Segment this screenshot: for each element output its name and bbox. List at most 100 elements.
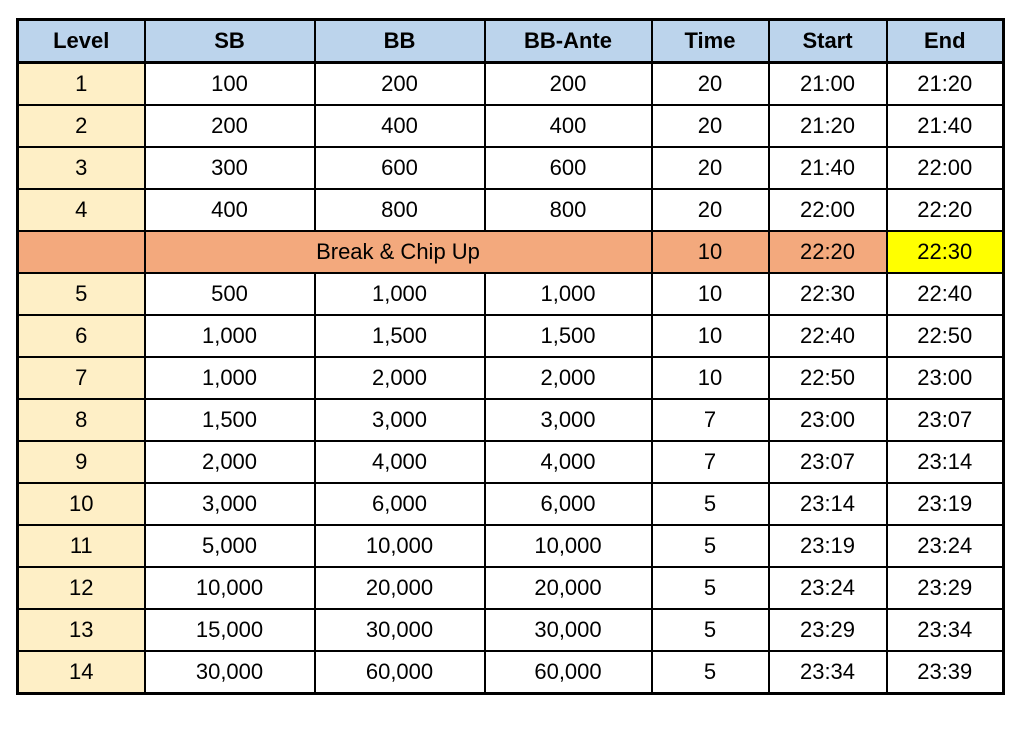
cell-start: 23:34 — [767, 650, 888, 695]
cell-level: 12 — [16, 566, 146, 610]
break-row: Break & Chip Up 10 22:20 22:30 — [16, 230, 1005, 274]
cell-time: 20 — [650, 104, 770, 148]
cell-start: 23:14 — [767, 482, 888, 526]
cell-start: 22:30 — [767, 272, 888, 316]
cell-level: 4 — [16, 188, 146, 232]
cell-time: 10 — [650, 314, 770, 358]
cell-level: 8 — [16, 398, 146, 442]
table-row: 8 1,500 3,000 3,000 7 23:00 23:07 — [16, 398, 1005, 442]
cell-start: 21:00 — [767, 61, 888, 106]
cell-time: 20 — [650, 146, 770, 190]
cell-bb: 60,000 — [313, 650, 486, 695]
header-cell-start: Start — [767, 18, 888, 64]
table-row: 3 300 600 600 20 21:40 22:00 — [16, 146, 1005, 190]
cell-level: 2 — [16, 104, 146, 148]
cell-sb: 300 — [143, 146, 316, 190]
cell-time: 10 — [650, 272, 770, 316]
break-time-cell: 10 — [650, 230, 770, 274]
cell-level: 13 — [16, 608, 146, 652]
table-row: 4 400 800 800 20 22:00 22:20 — [16, 188, 1005, 232]
cell-sb: 1,000 — [143, 314, 316, 358]
cell-bb-ante: 600 — [483, 146, 653, 190]
cell-bb: 600 — [313, 146, 486, 190]
blind-structure-table: Level SB BB BB-Ante Time Start End 1 100… — [16, 18, 1005, 695]
cell-sb: 15,000 — [143, 608, 316, 652]
cell-bb-ante: 2,000 — [483, 356, 653, 400]
break-level-cell — [16, 230, 146, 274]
cell-bb-ante: 30,000 — [483, 608, 653, 652]
cell-time: 5 — [650, 566, 770, 610]
cell-bb: 800 — [313, 188, 486, 232]
cell-bb-ante: 1,500 — [483, 314, 653, 358]
cell-sb: 30,000 — [143, 650, 316, 695]
cell-time: 5 — [650, 650, 770, 695]
cell-level: 1 — [16, 61, 146, 106]
header-cell-level: Level — [16, 18, 146, 64]
cell-bb-ante: 6,000 — [483, 482, 653, 526]
header-cell-end: End — [885, 18, 1005, 64]
cell-time: 20 — [650, 61, 770, 106]
cell-sb: 1,500 — [143, 398, 316, 442]
cell-bb: 20,000 — [313, 566, 486, 610]
cell-time: 5 — [650, 524, 770, 568]
cell-end: 23:24 — [885, 524, 1005, 568]
cell-bb-ante: 200 — [483, 61, 653, 106]
table-row: 14 30,000 60,000 60,000 5 23:34 23:39 — [16, 650, 1005, 695]
cell-sb: 500 — [143, 272, 316, 316]
table-row: 7 1,000 2,000 2,000 10 22:50 23:00 — [16, 356, 1005, 400]
cell-sb: 400 — [143, 188, 316, 232]
cell-bb: 2,000 — [313, 356, 486, 400]
break-label-cell: Break & Chip Up — [143, 230, 653, 274]
header-cell-time: Time — [650, 18, 770, 64]
cell-bb-ante: 20,000 — [483, 566, 653, 610]
cell-time: 10 — [650, 356, 770, 400]
cell-end: 21:40 — [885, 104, 1005, 148]
cell-start: 22:40 — [767, 314, 888, 358]
header-row: Level SB BB BB-Ante Time Start End — [16, 18, 1005, 64]
cell-bb: 10,000 — [313, 524, 486, 568]
table-row: 13 15,000 30,000 30,000 5 23:29 23:34 — [16, 608, 1005, 652]
cell-bb: 6,000 — [313, 482, 486, 526]
cell-time: 7 — [650, 398, 770, 442]
cell-time: 5 — [650, 482, 770, 526]
break-end-cell-highlighted: 22:30 — [885, 230, 1005, 274]
cell-start: 23:29 — [767, 608, 888, 652]
table-row: 9 2,000 4,000 4,000 7 23:07 23:14 — [16, 440, 1005, 484]
cell-sb: 10,000 — [143, 566, 316, 610]
cell-level: 14 — [16, 650, 146, 695]
cell-bb: 200 — [313, 61, 486, 106]
cell-bb: 3,000 — [313, 398, 486, 442]
cell-start: 22:00 — [767, 188, 888, 232]
table-row: 1 100 200 200 20 21:00 21:20 — [16, 61, 1005, 106]
table-row: 6 1,000 1,500 1,500 10 22:40 22:50 — [16, 314, 1005, 358]
cell-bb: 1,500 — [313, 314, 486, 358]
cell-bb-ante: 10,000 — [483, 524, 653, 568]
cell-level: 11 — [16, 524, 146, 568]
cell-bb-ante: 400 — [483, 104, 653, 148]
cell-level: 3 — [16, 146, 146, 190]
table-row: 11 5,000 10,000 10,000 5 23:19 23:24 — [16, 524, 1005, 568]
cell-end: 23:19 — [885, 482, 1005, 526]
cell-end: 21:20 — [885, 61, 1005, 106]
cell-end: 23:29 — [885, 566, 1005, 610]
cell-bb-ante: 800 — [483, 188, 653, 232]
cell-bb: 1,000 — [313, 272, 486, 316]
cell-sb: 5,000 — [143, 524, 316, 568]
cell-end: 23:07 — [885, 398, 1005, 442]
table-row: 12 10,000 20,000 20,000 5 23:24 23:29 — [16, 566, 1005, 610]
cell-start: 23:07 — [767, 440, 888, 484]
break-start-cell: 22:20 — [767, 230, 888, 274]
cell-start: 23:19 — [767, 524, 888, 568]
cell-end: 23:14 — [885, 440, 1005, 484]
cell-level: 5 — [16, 272, 146, 316]
cell-start: 21:20 — [767, 104, 888, 148]
cell-start: 22:50 — [767, 356, 888, 400]
cell-bb-ante: 1,000 — [483, 272, 653, 316]
table-row: 5 500 1,000 1,000 10 22:30 22:40 — [16, 272, 1005, 316]
cell-end: 22:40 — [885, 272, 1005, 316]
cell-end: 22:00 — [885, 146, 1005, 190]
cell-sb: 3,000 — [143, 482, 316, 526]
cell-end: 23:39 — [885, 650, 1005, 695]
cell-time: 7 — [650, 440, 770, 484]
